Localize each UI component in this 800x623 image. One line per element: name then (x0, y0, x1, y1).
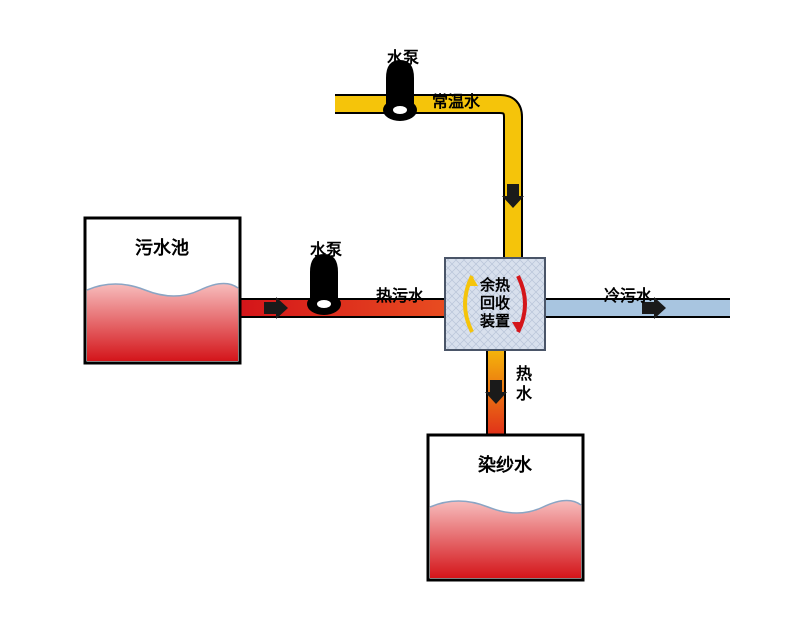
pipe-normal-water (335, 104, 524, 260)
device-label-2: 回收 (480, 294, 510, 312)
pipe-hot-water (485, 348, 507, 438)
diagram-canvas: 余热 回收 装置 污水池 染纱水 (0, 0, 800, 623)
cold-sewage-label: 冷污水 (604, 282, 652, 306)
dye-tank-label: 染纱水 (477, 454, 533, 475)
dye-tank: 染纱水 (428, 435, 583, 580)
pump-left (307, 254, 341, 315)
normal-water-label: 常温水 (432, 88, 480, 112)
pump-top-label: 水泵 (387, 44, 419, 68)
hot-water-label-2: 水 (516, 380, 532, 404)
device-label-1: 余热 (479, 276, 510, 294)
hot-sewage-label: 热污水 (376, 282, 424, 306)
device-label-3: 装置 (479, 312, 510, 330)
pump-top (383, 60, 417, 121)
sewage-tank: 污水池 (85, 218, 240, 363)
heat-recovery-device: 余热 回收 装置 (445, 258, 545, 350)
pump-left-label: 水泵 (310, 236, 342, 260)
sewage-tank-label: 污水池 (135, 237, 189, 258)
